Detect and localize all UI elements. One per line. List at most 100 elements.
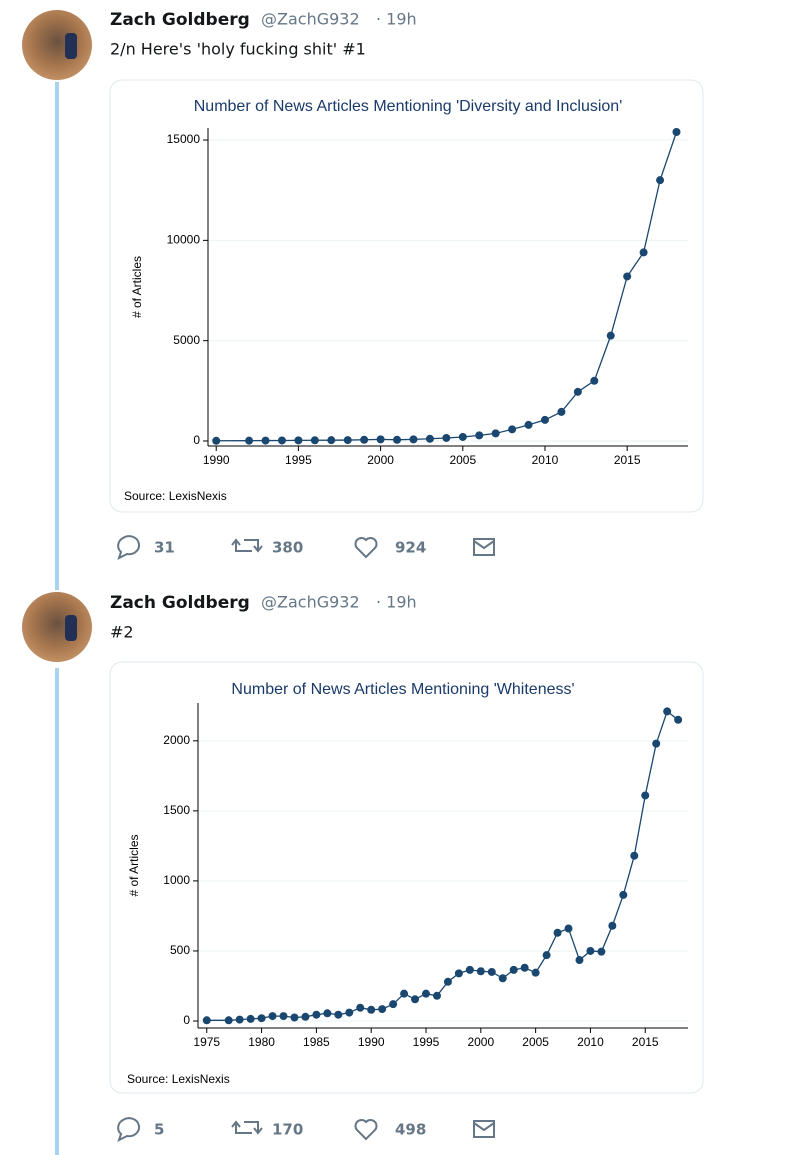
y-tick-label: 500 (170, 943, 190, 957)
data-point (630, 851, 639, 860)
data-point (619, 890, 628, 899)
x-tick-label: 1995 (285, 453, 312, 467)
data-point (312, 1010, 321, 1019)
data-point (261, 436, 270, 445)
data-point (557, 407, 566, 416)
data-point (212, 436, 221, 445)
data-point (465, 965, 474, 974)
data-point (343, 436, 352, 445)
y-tick-label: 2000 (163, 733, 190, 747)
y-axis-title: # of Articles (127, 834, 141, 896)
data-point (652, 739, 661, 748)
data-point (400, 989, 409, 998)
y-axis-title: # of Articles (130, 256, 144, 318)
x-tick-label: 2010 (577, 1035, 604, 1049)
author-handle[interactable]: @ZachG932 (261, 10, 360, 29)
data-point (334, 1010, 343, 1019)
chart-title: Number of News Articles Mentioning 'Whit… (231, 681, 574, 698)
data-point (360, 435, 369, 444)
data-point (367, 1005, 376, 1014)
like-icon[interactable] (354, 1119, 378, 1141)
data-point (606, 331, 615, 340)
data-point (279, 1012, 288, 1021)
retweet-icon[interactable] (231, 1120, 263, 1135)
x-tick-label: 2015 (632, 1035, 659, 1049)
data-point (498, 974, 507, 983)
thread-line (55, 668, 59, 1155)
data-point (443, 977, 452, 986)
x-tick-label: 1990 (358, 1035, 385, 1049)
data-point (294, 436, 303, 445)
x-tick-label: 2010 (532, 453, 559, 467)
data-point (641, 791, 650, 800)
data-point (553, 928, 562, 937)
reply-count: 5 (154, 1121, 164, 1139)
reply-icon[interactable] (117, 535, 141, 560)
media-card[interactable] (109, 79, 704, 513)
data-point (540, 415, 549, 424)
data-point (586, 946, 595, 955)
data-point (393, 435, 402, 444)
data-point (268, 1012, 277, 1021)
y-tick-label: 5000 (173, 333, 200, 347)
data-point (323, 1009, 332, 1018)
data-point (508, 425, 517, 434)
data-point (257, 1014, 266, 1023)
tweet-time[interactable]: · 19h (376, 593, 417, 612)
data-point (491, 429, 500, 438)
data-point (389, 1000, 398, 1009)
media-card[interactable] (109, 661, 704, 1094)
avatar[interactable] (22, 592, 92, 662)
message-icon[interactable] (473, 1120, 495, 1138)
data-point (663, 707, 672, 716)
x-tick-label: 2005 (522, 1035, 549, 1049)
x-tick-label: 1980 (248, 1035, 275, 1049)
data-point (597, 947, 606, 956)
data-point (639, 248, 648, 257)
data-point (442, 433, 451, 442)
reply-icon[interactable] (117, 1117, 141, 1142)
data-point (409, 435, 418, 444)
y-tick-label: 0 (193, 433, 200, 447)
thread-line (55, 82, 59, 590)
y-tick-label: 1500 (163, 803, 190, 817)
data-point (432, 991, 441, 1000)
data-point (520, 963, 529, 972)
tweet-text: #2 (110, 623, 134, 642)
data-point (458, 432, 467, 441)
data-point (235, 1015, 244, 1024)
x-tick-label: 2005 (449, 453, 476, 467)
avatar[interactable] (22, 10, 92, 80)
message-icon[interactable] (473, 538, 495, 556)
data-point (509, 965, 518, 974)
data-point (310, 436, 319, 445)
data-point (224, 1016, 233, 1025)
data-point (524, 420, 533, 429)
retweet-icon[interactable] (231, 538, 263, 553)
data-point (564, 924, 573, 933)
chart-source: Source: LexisNexis (124, 489, 227, 503)
data-point (245, 436, 254, 445)
data-point (376, 435, 385, 444)
retweet-count: 170 (272, 1121, 303, 1139)
x-tick-label: 1975 (193, 1035, 220, 1049)
data-point (454, 969, 463, 978)
tweet-time[interactable]: · 19h (376, 10, 417, 29)
like-icon[interactable] (354, 537, 378, 559)
x-tick-label: 2000 (467, 1035, 494, 1049)
data-point (356, 1003, 365, 1012)
x-tick-label: 2015 (614, 453, 641, 467)
data-point (672, 128, 681, 137)
reply-count: 31 (154, 539, 175, 557)
data-point (487, 967, 496, 976)
data-point (674, 715, 683, 724)
x-tick-label: 1990 (203, 453, 230, 467)
like-count: 924 (395, 539, 426, 557)
retweet-count: 380 (272, 539, 303, 557)
y-tick-label: 1000 (163, 873, 190, 887)
author-name[interactable]: Zach Goldberg (110, 593, 250, 613)
chart-source: Source: LexisNexis (127, 1072, 230, 1086)
author-handle[interactable]: @ZachG932 (261, 593, 360, 612)
author-name[interactable]: Zach Goldberg (110, 10, 250, 30)
